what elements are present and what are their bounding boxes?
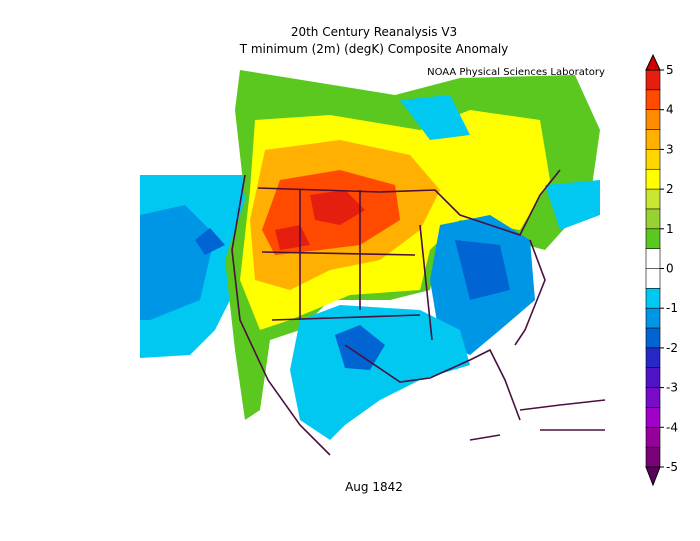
colorbar-bin	[645, 407, 661, 428]
colorbar-bin	[645, 307, 661, 329]
colorbar-bin	[645, 387, 661, 409]
colorbar-tick-label: 1	[666, 222, 674, 236]
colorbar: 5 4 3 2 1 0 -1 -2 -3 -4 -5	[645, 53, 678, 487]
colorbar-bin	[645, 188, 661, 210]
colorbar-bin	[645, 288, 661, 309]
colorbar-under	[645, 466, 661, 487]
colorbar-over	[645, 53, 661, 71]
subtitle: T minimum (2m) (degK) Composite Anomaly	[239, 42, 509, 56]
map-field	[140, 70, 600, 440]
colorbar-bin	[645, 69, 661, 91]
colorbar-tick-label: -4	[666, 420, 678, 434]
colorbar-tick-label: -3	[666, 381, 678, 395]
colorbar-bin	[645, 426, 661, 448]
colorbar-tick-label: 4	[666, 103, 674, 117]
colorbar-bin	[645, 89, 661, 111]
colorbar-bin	[645, 248, 661, 270]
title: 20th Century Reanalysis V3	[291, 25, 457, 39]
colorbar-bin	[645, 268, 661, 289]
colorbar-tick-label: -5	[666, 460, 678, 474]
colorbar-tick-label: -2	[666, 341, 678, 355]
colorbar-bin	[645, 327, 661, 349]
colorbar-tick-label: 0	[666, 262, 674, 276]
colorbar-bin	[645, 129, 661, 151]
colorbar-tick-label: -1	[666, 301, 678, 315]
colorbar-tick-label: 5	[666, 63, 674, 77]
colorbar-tick-label: 2	[666, 182, 674, 196]
colorbar-bin	[645, 367, 661, 389]
colorbar-bin	[645, 446, 661, 468]
date-label: Aug 1842	[345, 480, 403, 494]
colorbar-bin	[645, 347, 661, 369]
colorbar-bin	[645, 149, 661, 170]
colorbar-bin	[645, 208, 661, 230]
colorbar-bin	[645, 228, 661, 250]
coastlines	[231, 169, 606, 456]
colorbar-tick-label: 3	[666, 142, 674, 156]
colorbar-bin	[645, 109, 661, 131]
colorbar-bin	[645, 168, 661, 190]
credit: NOAA Physical Sciences Laboratory	[427, 67, 605, 78]
